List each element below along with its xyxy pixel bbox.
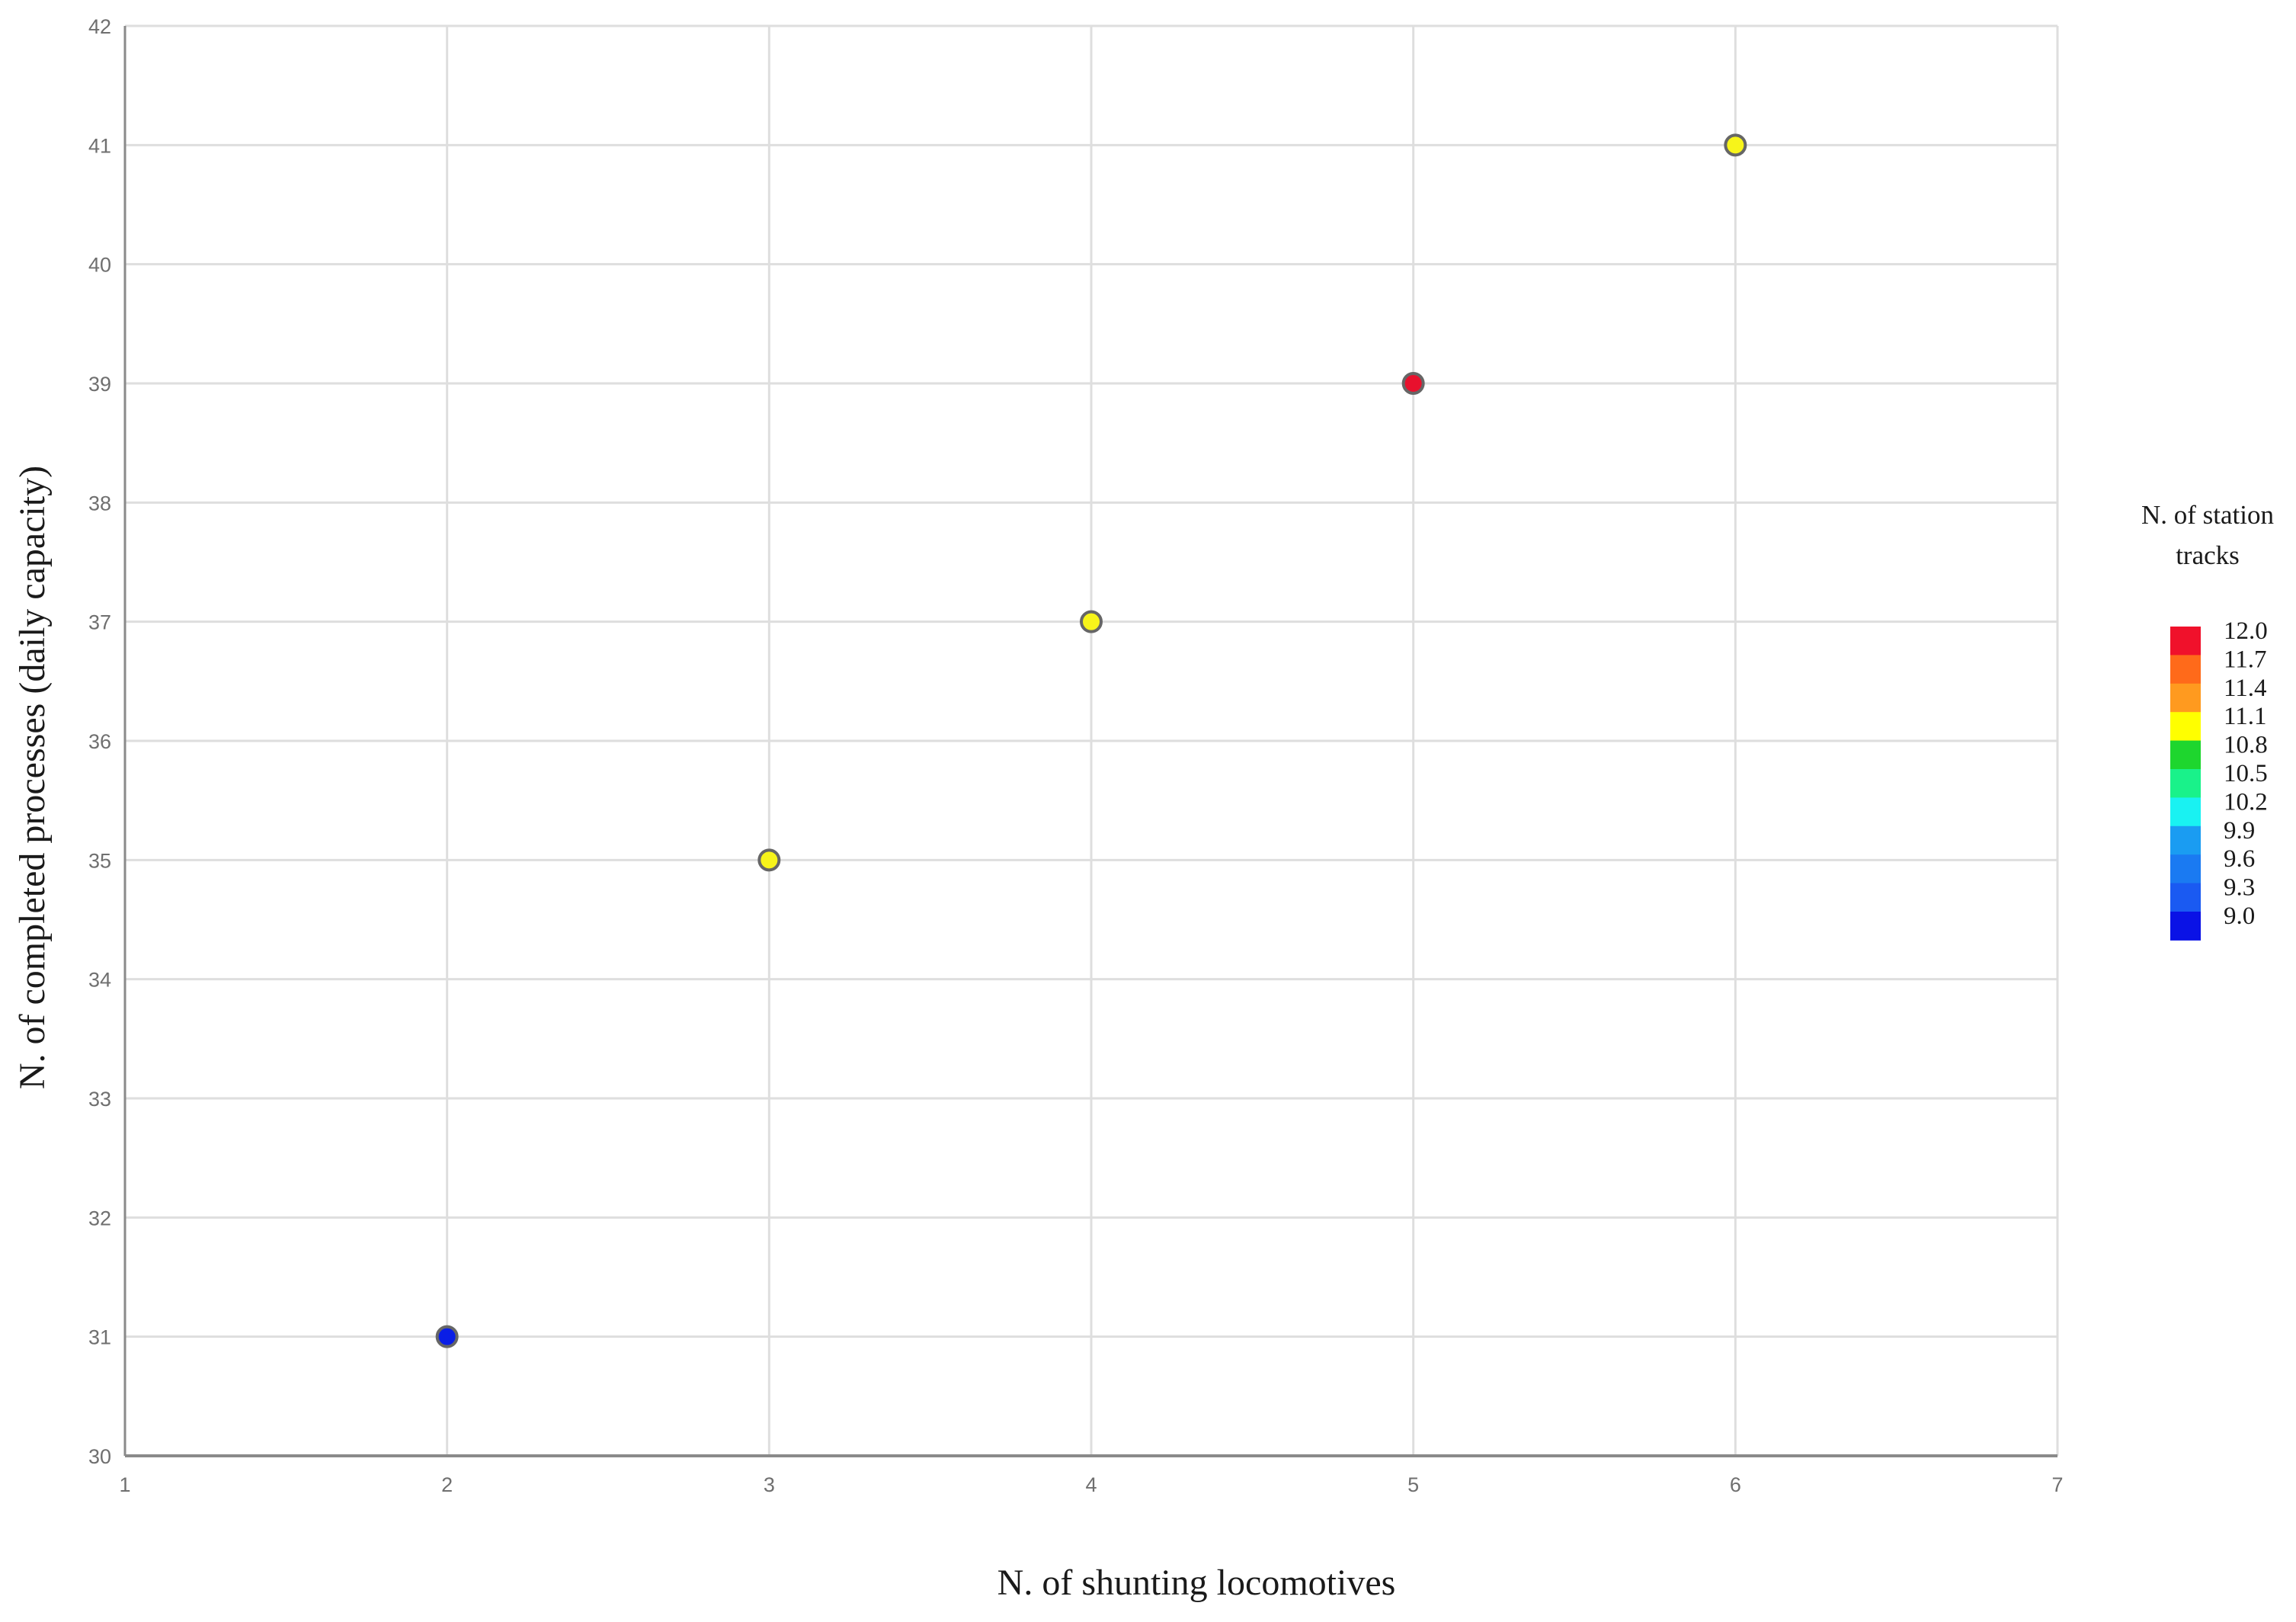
legend-swatch	[2170, 883, 2201, 912]
legend-swatch	[2170, 655, 2201, 684]
y-tick-label: 31	[88, 1326, 111, 1349]
grid-lines	[125, 24, 2059, 1456]
y-tick-label: 30	[88, 1445, 111, 1468]
y-tick-label: 37	[88, 611, 111, 634]
x-axis-title: N. of shunting locomotives	[997, 1563, 1396, 1603]
legend-label: 9.9	[2224, 817, 2255, 845]
x-tick-label: 6	[1730, 1473, 1741, 1496]
legend-swatch	[2170, 627, 2201, 656]
legend-title-line-1: N. of station	[2141, 500, 2274, 530]
legend-label: 9.6	[2224, 845, 2255, 873]
legend-label: 10.5	[2224, 760, 2268, 787]
legend-swatch	[2170, 825, 2201, 855]
legend-label: 9.3	[2224, 874, 2255, 902]
legend-swatch	[2170, 797, 2201, 827]
y-tick-label: 32	[88, 1207, 111, 1229]
y-tick-label: 35	[88, 849, 111, 872]
data-point	[1080, 610, 1103, 633]
legend-label: 9.0	[2224, 902, 2255, 930]
legend-label: 10.2	[2224, 788, 2268, 816]
data-point	[1724, 133, 1747, 157]
color-legend: N. of station tracks 12.011.711.411.110.…	[2141, 500, 2274, 941]
data-point	[435, 1325, 459, 1348]
x-tick-label: 2	[441, 1473, 453, 1496]
legend-swatch	[2170, 854, 2201, 884]
legend-label: 11.4	[2224, 675, 2267, 702]
legend-entries: 12.011.711.411.110.810.510.29.99.69.39.0	[2170, 617, 2268, 941]
y-tick-label: 36	[88, 730, 111, 753]
legend-swatch	[2170, 912, 2201, 941]
legend-label: 11.1	[2224, 703, 2267, 730]
data-points	[435, 133, 1747, 1348]
y-axis-title: N. of completed processes (daily capacit…	[12, 466, 53, 1089]
legend-swatch	[2170, 740, 2201, 770]
legend-label: 10.8	[2224, 732, 2268, 759]
legend-swatch	[2170, 712, 2201, 742]
legend-swatch	[2170, 683, 2201, 713]
y-tick-label: 39	[88, 373, 111, 396]
x-tick-label: 4	[1085, 1473, 1097, 1496]
legend-swatch	[2170, 769, 2201, 798]
y-tick-label: 34	[88, 969, 111, 992]
x-tick-label: 3	[764, 1473, 775, 1496]
y-tick-label: 41	[88, 134, 111, 157]
legend-title-line-2: tracks	[2176, 540, 2240, 570]
legend-label: 11.7	[2224, 646, 2267, 673]
data-point	[757, 848, 781, 872]
y-tick-label: 42	[88, 15, 111, 38]
y-tick-label: 40	[88, 254, 111, 277]
axes	[123, 26, 2057, 1457]
x-tick-label: 5	[1407, 1473, 1419, 1496]
y-tick-label: 33	[88, 1088, 111, 1111]
y-tick-label: 38	[88, 492, 111, 514]
x-tick-label: 7	[2051, 1473, 2063, 1496]
x-tick-label: 1	[119, 1473, 130, 1496]
legend-label: 12.0	[2224, 617, 2268, 645]
data-point	[1401, 372, 1425, 395]
